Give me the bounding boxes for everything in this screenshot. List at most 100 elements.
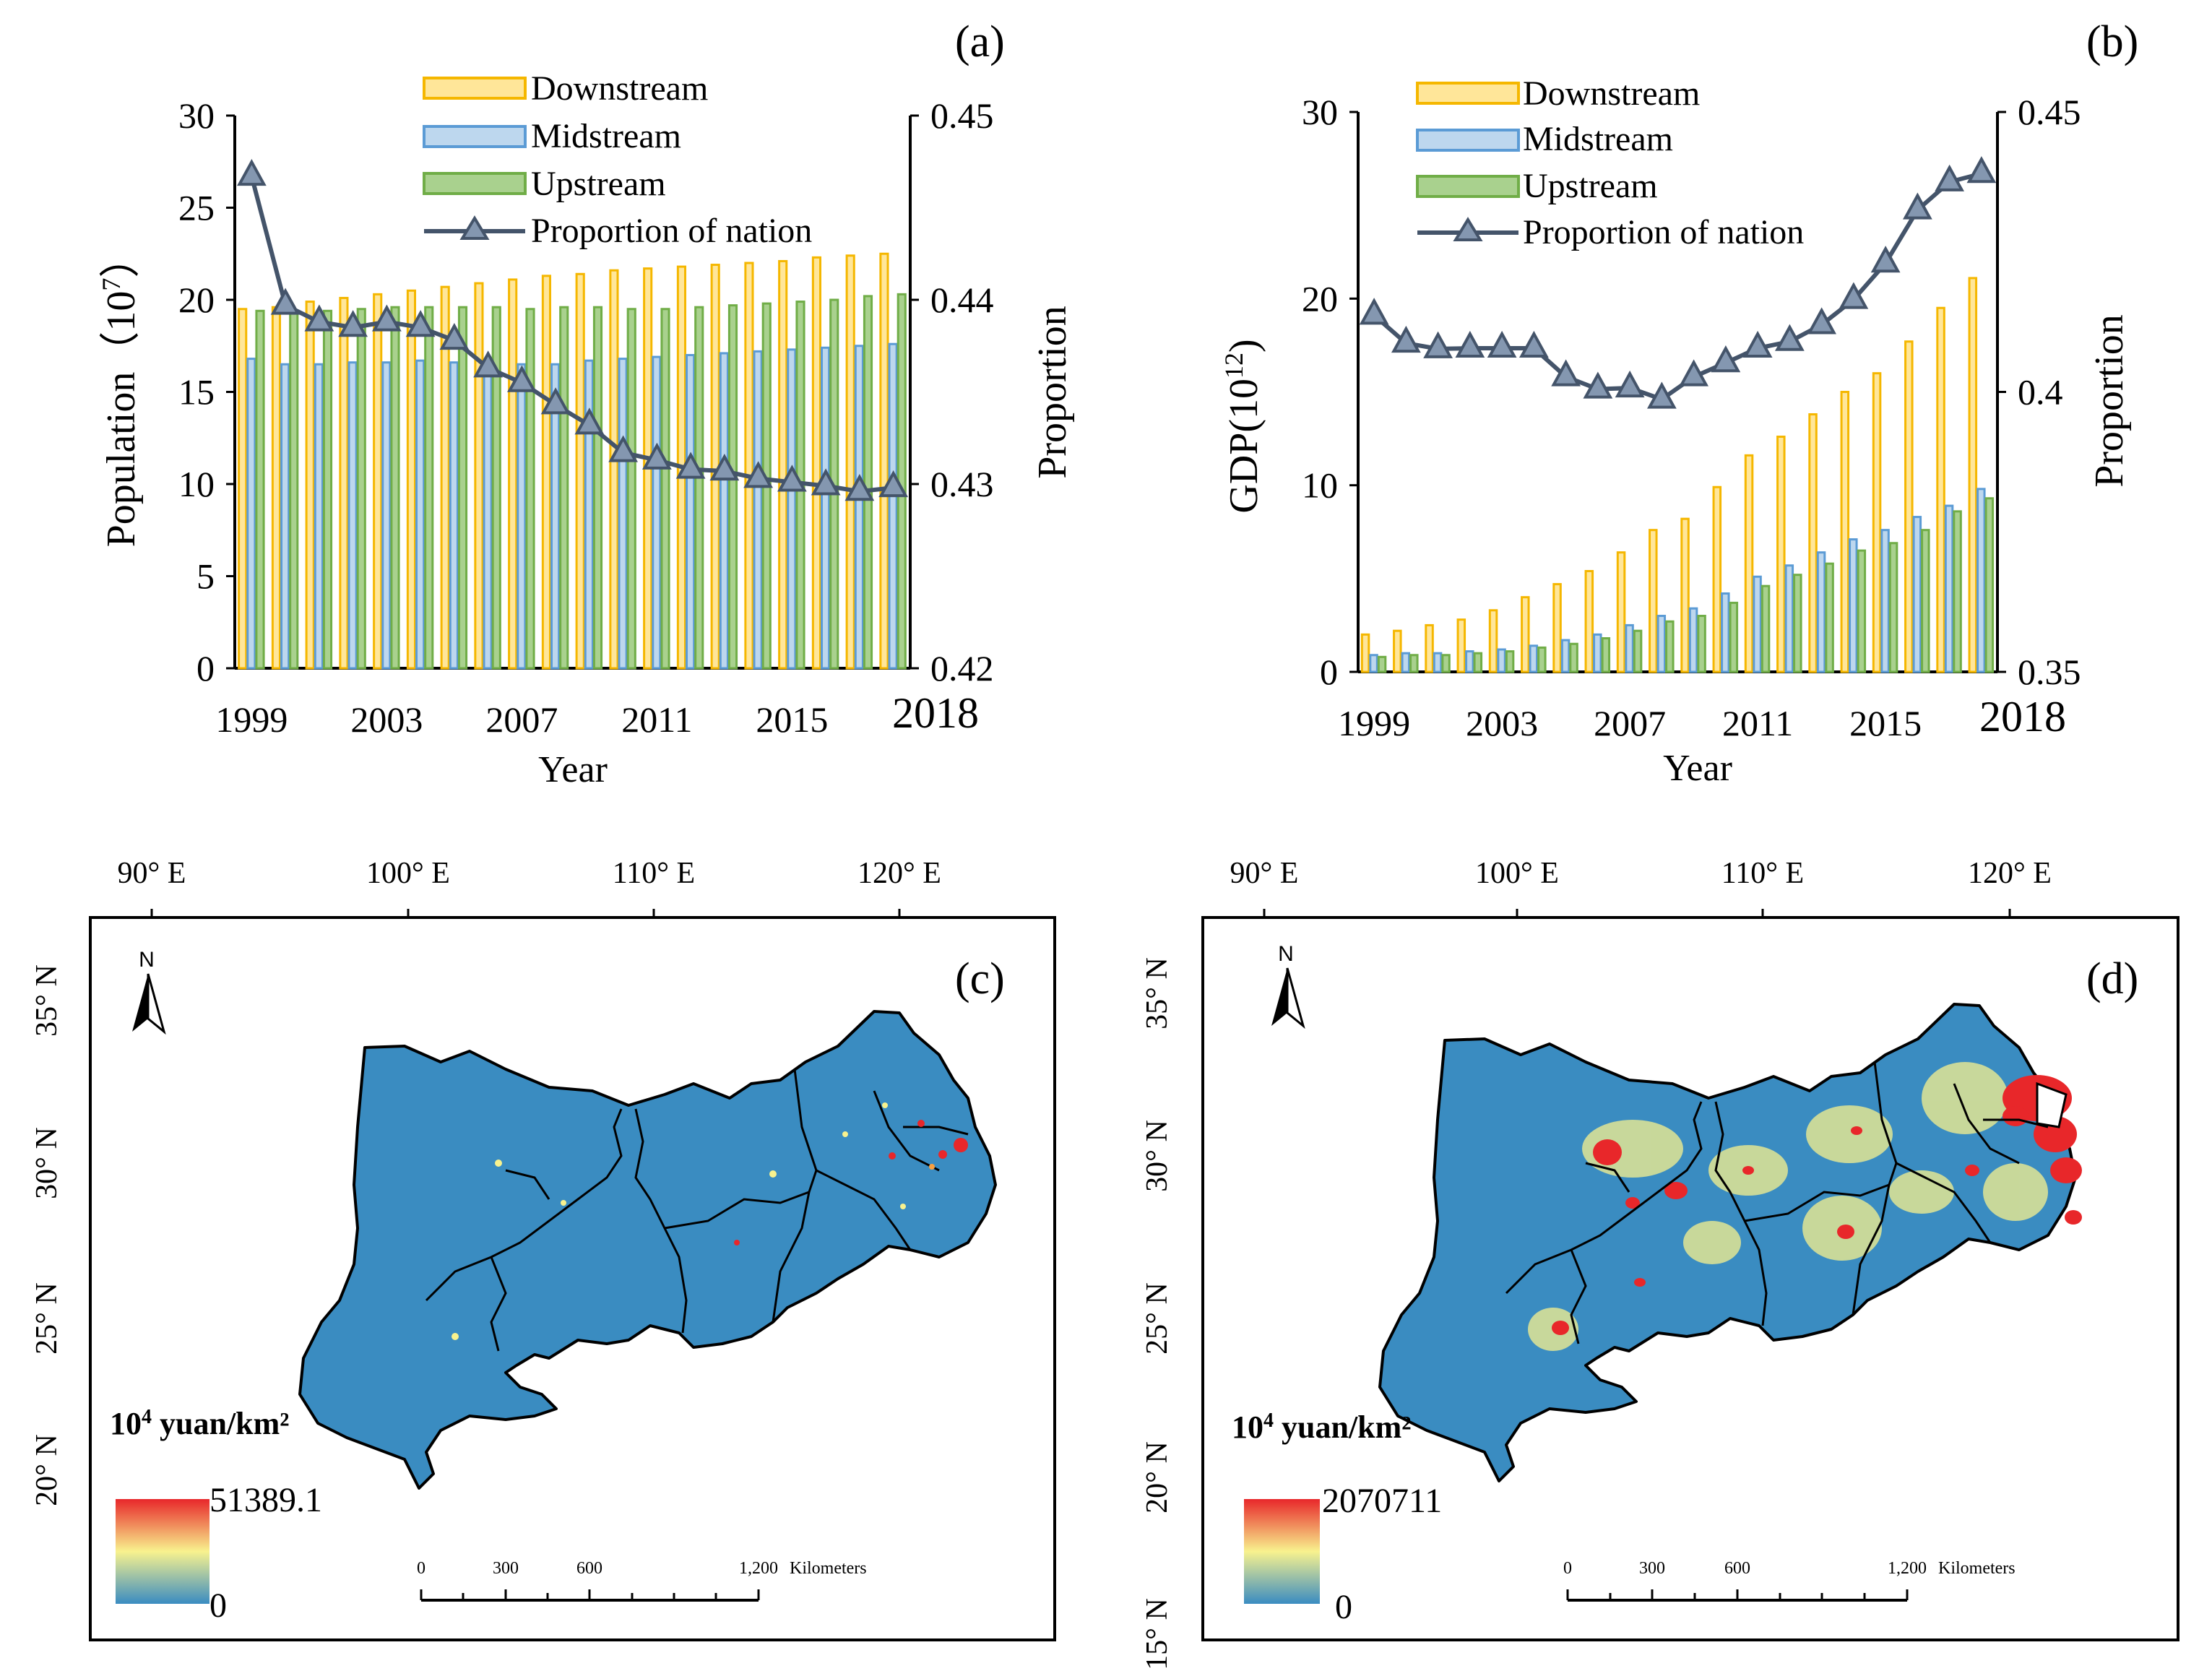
svg-text:N: N xyxy=(1278,942,1294,966)
unit-label-d: 104 yuan/km² xyxy=(1232,1409,1411,1446)
bar-midstream xyxy=(347,361,358,670)
bar-upstream xyxy=(322,309,333,670)
proportion-marker xyxy=(574,407,605,435)
bar-downstream xyxy=(1456,618,1466,673)
bar-upstream xyxy=(457,306,468,670)
bar-downstream xyxy=(1808,413,1818,673)
bar-downstream xyxy=(1776,436,1786,673)
y-tick-label: 15 xyxy=(178,372,215,413)
x-tick-label: 1999 xyxy=(215,699,288,740)
y-tick-label: 20 xyxy=(178,280,215,320)
y2-ticks-b: 0.35 0.4 0.45 xyxy=(1997,92,2081,692)
proportion-marker xyxy=(506,365,537,392)
x-tick-label: 2018 xyxy=(892,689,979,737)
bar-upstream xyxy=(1377,655,1387,673)
lon-label-100: 100° E xyxy=(366,857,450,890)
bar-midstream xyxy=(719,352,729,670)
bar-downstream xyxy=(845,254,855,670)
proportion-marker xyxy=(709,453,740,481)
bar-downstream xyxy=(1744,454,1754,673)
bar-midstream xyxy=(584,359,594,670)
bar-upstream xyxy=(1857,549,1867,673)
bar-downstream xyxy=(1872,372,1882,673)
bar-upstream xyxy=(424,306,434,670)
bar-upstream xyxy=(1825,562,1834,673)
x-tick-label: 2011 xyxy=(621,699,692,740)
proportion-marker xyxy=(1870,246,1901,273)
lon-ticks-d xyxy=(1263,909,2011,917)
chart-b: (b) Downstream Midstream Upstream Propor… xyxy=(1219,17,2138,789)
map-d: 90° E 100° E 110° E 120° E 35° N 30° N 2… xyxy=(1141,857,2179,1670)
x-ticks-a: 1999 2003 2007 2011 2015 2018 xyxy=(215,689,979,740)
bar-midstream xyxy=(1944,504,1954,673)
x-tick-label: 2018 xyxy=(1979,693,2066,740)
legend-label-midstream: Midstream xyxy=(1523,120,1673,158)
bar-midstream xyxy=(854,345,864,670)
proportion-marker xyxy=(1711,345,1741,373)
bar-upstream xyxy=(1569,642,1578,673)
legend-label-upstream: Upstream xyxy=(1523,167,1658,205)
bar-midstream xyxy=(1401,652,1411,673)
bar-upstream xyxy=(1473,652,1483,673)
bar-midstream xyxy=(1688,607,1698,673)
proportion-marker xyxy=(844,474,875,501)
bar-downstream xyxy=(1904,340,1914,673)
legend-min-c: 0 xyxy=(209,1586,227,1625)
y2-tick-label: 0.44 xyxy=(930,280,994,320)
proportion-marker xyxy=(1646,381,1677,409)
bar-downstream xyxy=(1936,306,1945,673)
legend-swatch-upstream xyxy=(1416,175,1520,198)
proportion-marker xyxy=(338,310,368,337)
proportion-marker xyxy=(1839,282,1869,309)
bar-downstream xyxy=(406,289,417,670)
legend-a: Downstream Midstream Upstream Proportion… xyxy=(423,69,812,250)
legend-label-midstream: Midstream xyxy=(531,117,681,155)
x-tick-label: 2007 xyxy=(485,699,558,740)
proportion-marker xyxy=(270,288,301,315)
legend-min-d: 0 xyxy=(1335,1588,1352,1626)
map-c: 90° E 100° E 110° E 120° E 35° N 30° N 2… xyxy=(30,857,1056,1641)
panel-label-b: (b) xyxy=(2086,17,2138,66)
y2-tick-label: 0.4 xyxy=(2018,372,2063,413)
proportion-marker xyxy=(878,470,909,498)
proportion-marker xyxy=(473,350,504,378)
bar-upstream xyxy=(1760,584,1771,673)
legend-label-proportion: Proportion of nation xyxy=(1523,213,1804,251)
proportion-marker xyxy=(540,387,571,415)
density-yellow-d xyxy=(1528,1062,2048,1351)
bar-downstream xyxy=(238,308,248,670)
bar-upstream xyxy=(525,308,535,670)
proportion-marker xyxy=(608,435,639,462)
svg-text:0: 0 xyxy=(417,1559,425,1578)
bar-midstream xyxy=(888,342,898,670)
legend-c: 104 yuan/km² 51389.1 0 xyxy=(110,1406,322,1625)
panel-label-c: (c) xyxy=(955,954,1005,1003)
lon-ticks-c xyxy=(150,909,901,917)
bar-downstream xyxy=(879,252,889,670)
proportion-marker xyxy=(1518,330,1549,358)
legend-d: 104 yuan/km² 2070711 0 xyxy=(1232,1409,1442,1627)
lon-label-120: 120° E xyxy=(1968,857,2052,890)
bar-upstream xyxy=(1921,529,1930,673)
bar-downstream xyxy=(1680,517,1690,673)
bar-upstream xyxy=(727,304,738,670)
bar-midstream xyxy=(1976,488,1986,673)
bar-downstream xyxy=(474,282,484,670)
bar-upstream xyxy=(1601,637,1611,673)
proportion-marker xyxy=(1487,330,1517,358)
bar-upstream xyxy=(1953,510,1962,673)
proportion-marker xyxy=(1455,330,1485,358)
bar-midstream xyxy=(550,363,561,670)
bar-upstream xyxy=(390,306,400,670)
bar-midstream xyxy=(1880,529,1890,673)
bar-midstream xyxy=(1625,623,1634,673)
bar-midstream xyxy=(1816,551,1826,673)
bar-midstream xyxy=(686,354,696,670)
proportion-marker xyxy=(1966,156,1997,183)
proportion-marker xyxy=(1902,192,1932,220)
y-tick-label: 30 xyxy=(1302,92,1338,132)
lat-label-35: 35° N xyxy=(1141,957,1174,1029)
svg-text:0: 0 xyxy=(1563,1559,1572,1578)
lat-label-15: 15° N xyxy=(1141,1598,1174,1670)
